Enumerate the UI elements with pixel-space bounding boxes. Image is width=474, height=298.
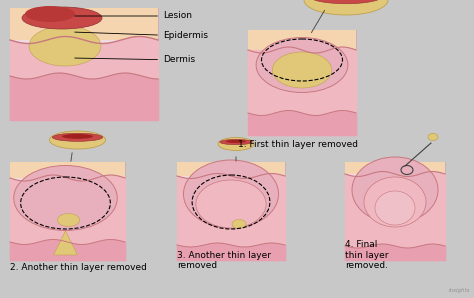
Ellipse shape: [375, 191, 415, 225]
Ellipse shape: [62, 134, 93, 139]
Bar: [10, 8, 158, 120]
Polygon shape: [54, 231, 78, 255]
Ellipse shape: [220, 139, 252, 145]
Ellipse shape: [352, 157, 438, 223]
Bar: [10, 162, 125, 178]
Ellipse shape: [49, 131, 106, 149]
Text: 1. First thin layer removed: 1. First thin layer removed: [238, 140, 358, 149]
Bar: [345, 162, 445, 260]
Bar: [177, 162, 285, 260]
Ellipse shape: [428, 134, 438, 140]
Ellipse shape: [226, 140, 246, 143]
Ellipse shape: [196, 180, 266, 228]
Ellipse shape: [14, 165, 117, 230]
Text: 3. Another thin layer
removed: 3. Another thin layer removed: [177, 251, 271, 270]
Bar: [10, 162, 125, 260]
Ellipse shape: [304, 0, 388, 15]
Ellipse shape: [364, 177, 426, 227]
Bar: [345, 162, 445, 174]
Ellipse shape: [52, 133, 103, 141]
Ellipse shape: [183, 160, 279, 228]
Ellipse shape: [256, 38, 348, 92]
Text: Epidermis: Epidermis: [75, 32, 208, 41]
Text: Insights: Insights: [448, 288, 470, 293]
Bar: [177, 162, 285, 176]
Bar: [248, 30, 356, 50]
Text: 2. Another thin layer removed: 2. Another thin layer removed: [10, 263, 147, 272]
Ellipse shape: [218, 137, 254, 150]
Text: Lesion: Lesion: [75, 12, 192, 21]
Ellipse shape: [272, 52, 332, 88]
Ellipse shape: [25, 6, 75, 22]
Text: Dermis: Dermis: [75, 55, 195, 64]
Bar: [248, 30, 356, 135]
Text: 4. Final
thin layer
removed.: 4. Final thin layer removed.: [345, 240, 389, 270]
Ellipse shape: [308, 0, 384, 4]
Ellipse shape: [22, 7, 102, 29]
Ellipse shape: [57, 213, 80, 226]
Bar: [10, 8, 158, 40]
Ellipse shape: [29, 26, 101, 66]
Ellipse shape: [232, 220, 246, 229]
